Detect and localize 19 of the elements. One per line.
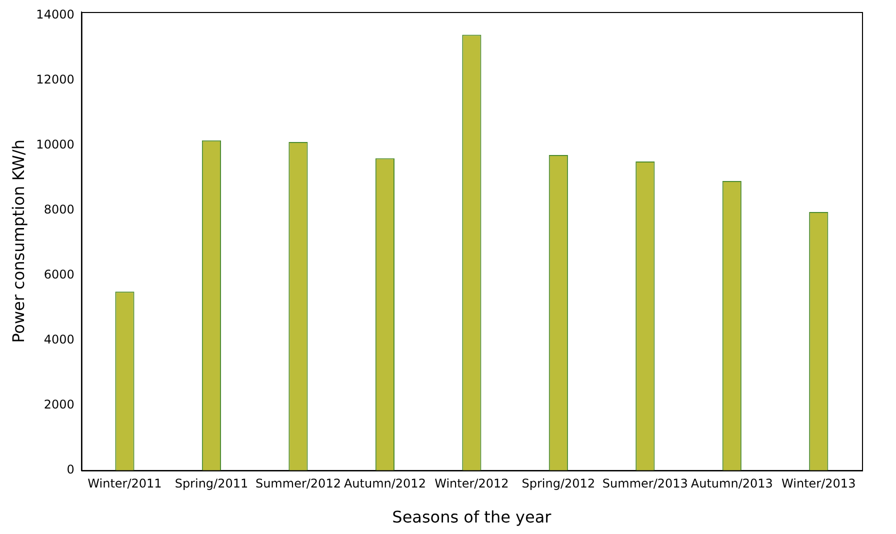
x-tick-label: Summer/2012: [255, 476, 341, 491]
x-tick-label: Winter/2012: [434, 476, 509, 491]
x-tick-label: Autumn/2012: [344, 476, 426, 491]
y-tick-label: 12000: [36, 72, 74, 86]
x-tick-label: Autumn/2013: [690, 476, 773, 491]
x-tick-label: Summer/2013: [602, 476, 688, 491]
y-tick-label: 14000: [36, 7, 74, 22]
y-tick-label: 0: [66, 462, 74, 477]
y-tick-label: 4000: [44, 332, 74, 346]
x-axis-title: Seasons of the year: [392, 508, 552, 527]
y-tick-label: 8000: [44, 202, 74, 216]
y-tick-label: 10000: [36, 137, 74, 152]
x-tick-label: Spring/2011: [174, 476, 248, 491]
x-tick-label: Spring/2012: [522, 476, 596, 491]
y-axis-title: Power consumption KW/h: [8, 139, 28, 343]
y-tick-label: 2000: [44, 398, 74, 412]
y-tick-label: 6000: [44, 267, 74, 282]
x-tick-label: Winter/2011: [88, 476, 162, 491]
x-tick-label: Winter/2013: [782, 476, 856, 491]
